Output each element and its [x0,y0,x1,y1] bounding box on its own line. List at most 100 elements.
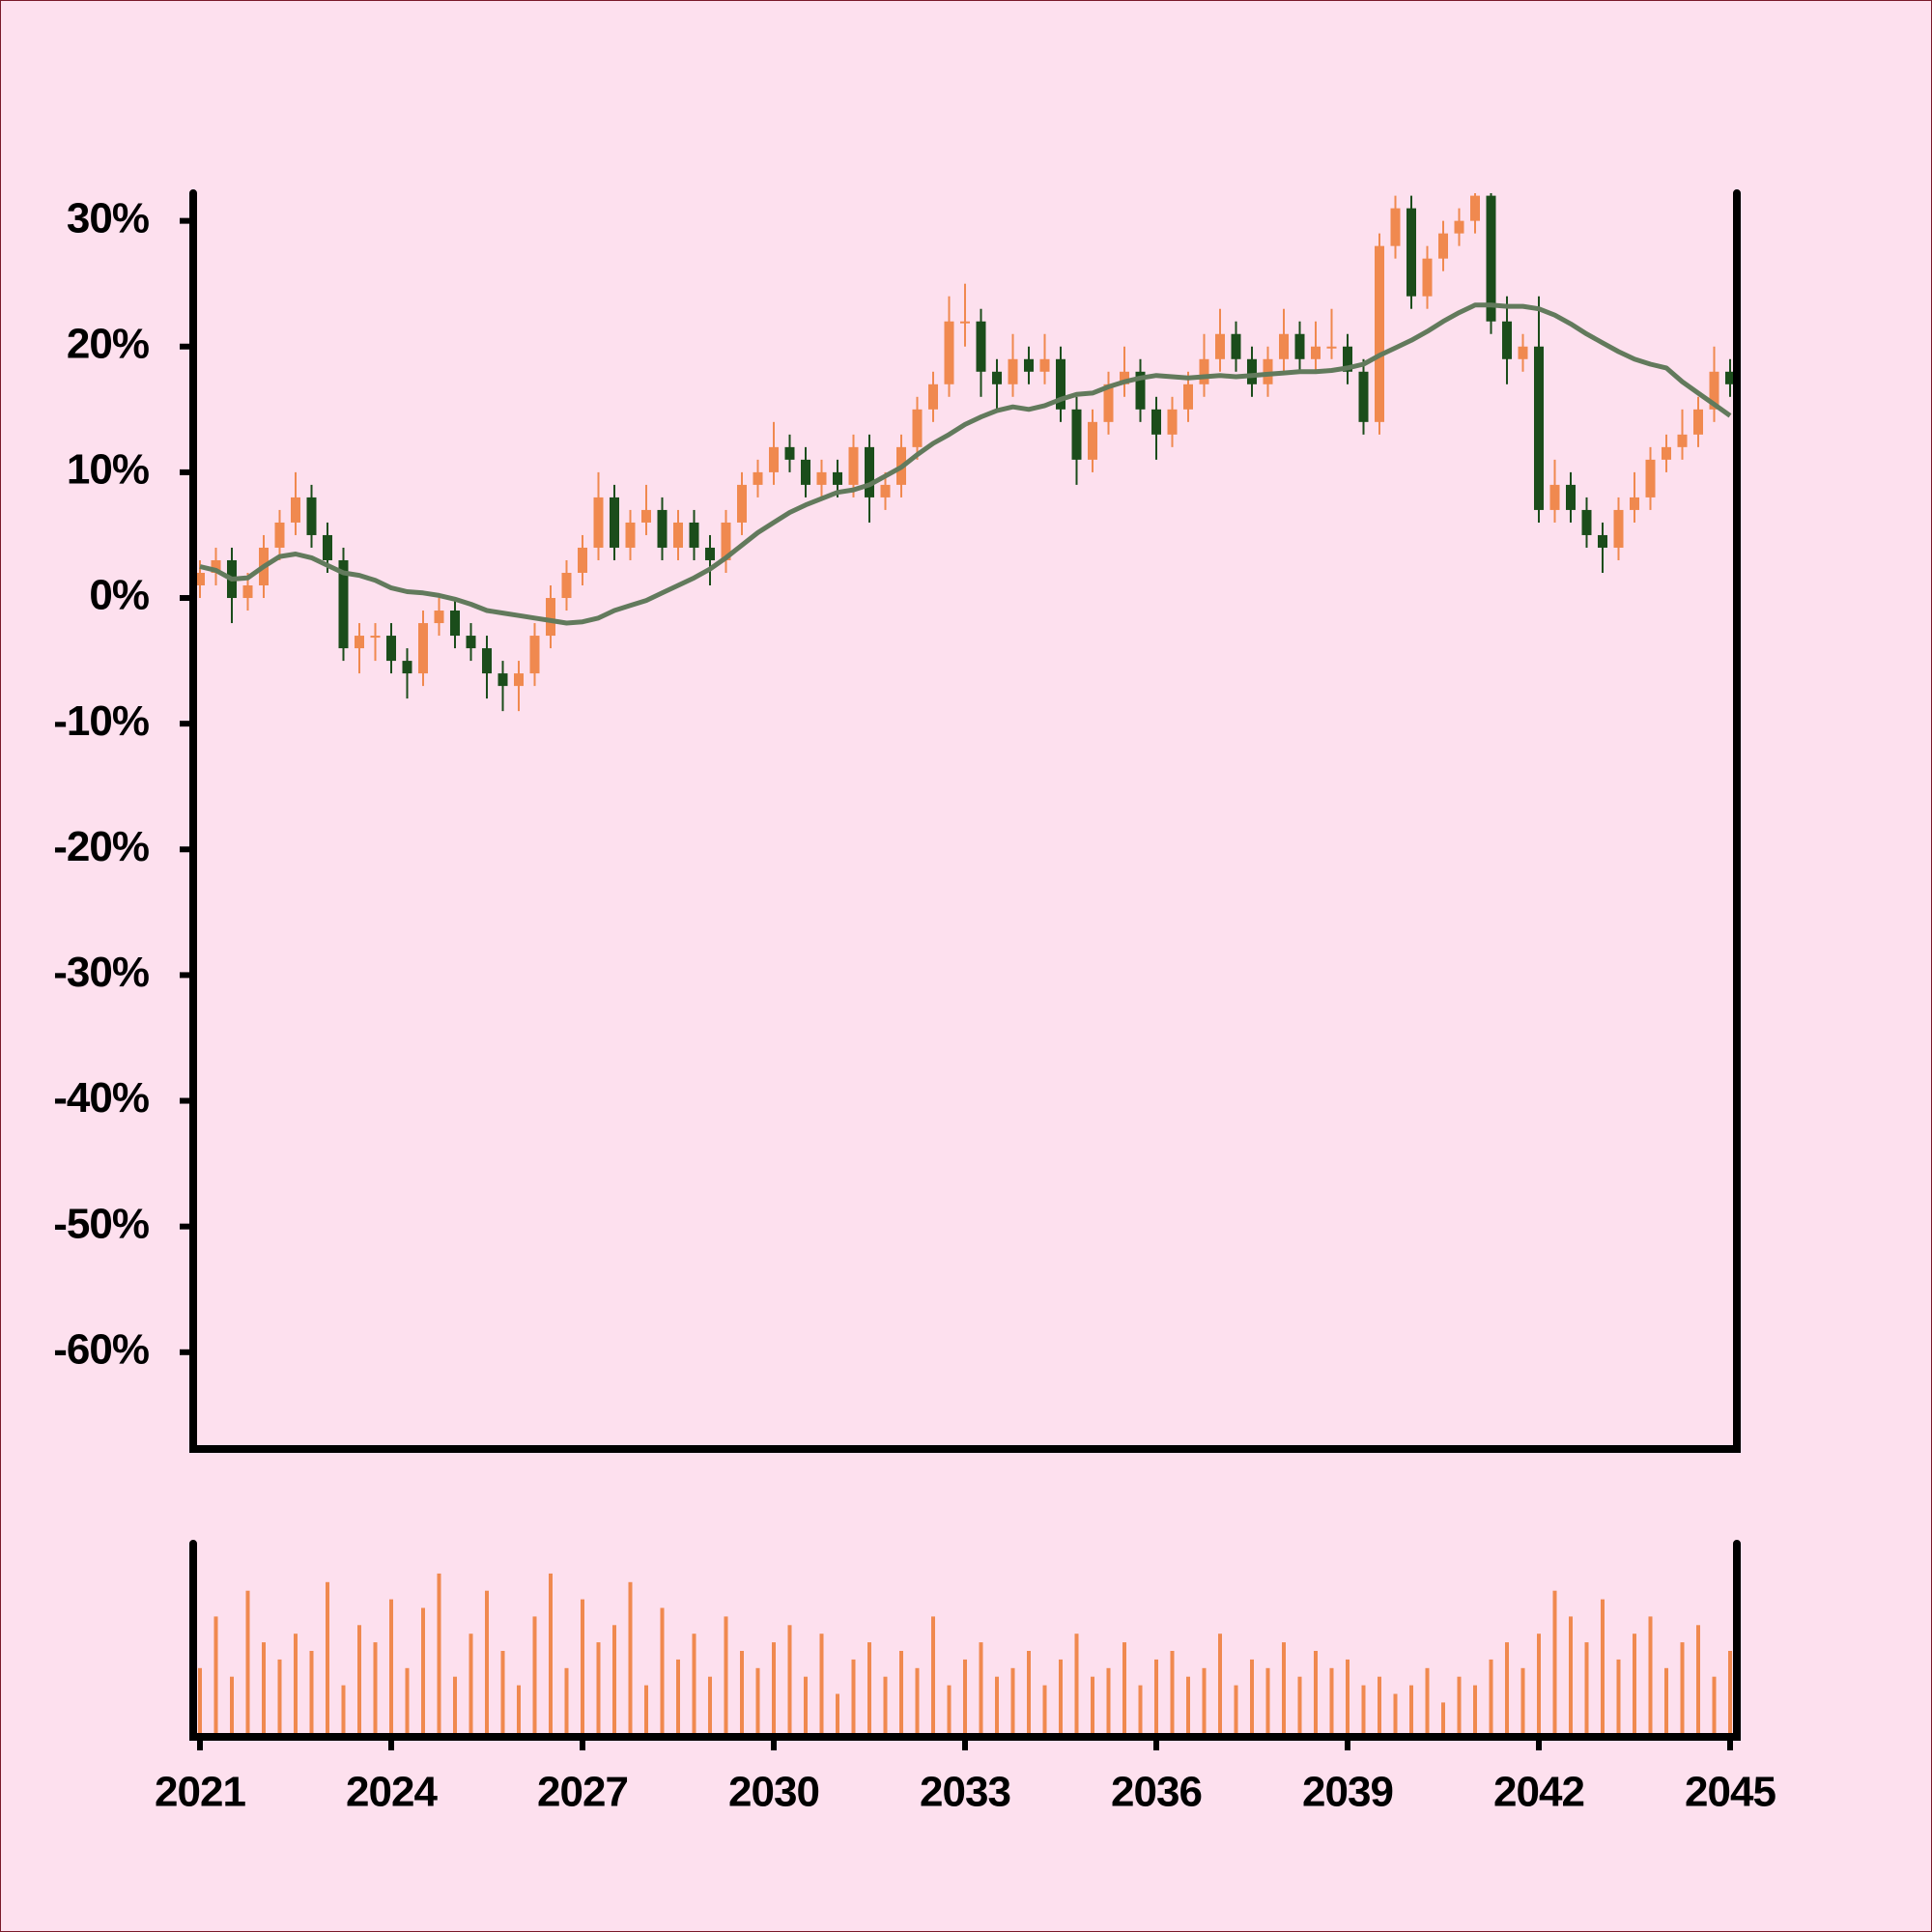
volume-bar [644,1685,648,1737]
candle-body [370,636,381,639]
volume-bar [1314,1651,1318,1737]
volume-bar [1282,1642,1286,1737]
candle-body [561,572,572,599]
volume-bar [755,1667,760,1737]
candle-body [1566,484,1576,510]
volume-bar [1378,1676,1381,1737]
candle-body [1502,321,1512,359]
candle-body [801,459,810,485]
volume-bar [804,1676,808,1737]
volume-bar [1122,1642,1126,1737]
candle-body [1630,497,1639,510]
candle-body [1103,384,1114,422]
volume-bar [1680,1642,1685,1737]
candle-body [753,471,763,485]
candle-body [673,522,683,548]
candle-body [1454,220,1464,234]
volume-bar [979,1642,983,1737]
volume-bar [1218,1634,1222,1737]
volume-bar [1393,1693,1398,1737]
candle-body [1613,509,1624,548]
candle-body [1215,333,1225,359]
candle-body [1071,409,1082,460]
candle-body [960,321,970,324]
volume-bar [453,1676,457,1737]
y-tick-label: 30% [67,194,149,242]
volume-bar [1664,1667,1668,1737]
candle-body [848,446,859,485]
candle-body [450,611,460,637]
volume-bar [485,1590,489,1737]
volume-bar [772,1642,776,1737]
candle-body [880,484,891,497]
volume-bar [1696,1625,1700,1737]
candle-body [1056,358,1065,410]
volume-bar [1520,1667,1525,1737]
candle-body [1406,208,1416,297]
candle-body [386,636,396,662]
volume-bar [676,1659,680,1737]
candle-body [1008,358,1018,384]
candle-body [1263,358,1273,384]
volume-bar [1265,1667,1270,1737]
candle-body [641,509,651,523]
volume-bar [1250,1659,1254,1737]
volume-bar [1106,1667,1111,1737]
candle-body [1709,371,1719,410]
volume-bar [532,1616,537,1737]
candle-body [816,471,827,485]
candle-body [578,547,587,573]
candle-body [529,636,540,674]
candle-body [466,636,476,649]
candle-body [1358,371,1369,422]
candle-body [1326,346,1337,349]
volume-bar [1457,1676,1462,1737]
candle-body [546,598,555,637]
volume-bar [1346,1659,1350,1737]
volume-bar [1027,1651,1031,1737]
volume-bar [357,1625,361,1737]
volume-bar [947,1685,952,1737]
y-tick-label: -40% [53,1074,149,1122]
candle-body [1470,195,1480,221]
candle-body [1294,333,1305,359]
candle-body [1390,208,1401,246]
volume-bar [787,1625,792,1737]
candle-body [1024,358,1034,372]
candle-body [355,636,364,649]
volume-bar [1441,1702,1445,1737]
volume-bar [1059,1659,1063,1737]
volume-bar [1409,1685,1413,1737]
volume-bar [277,1659,282,1737]
candle-body [514,673,524,687]
volume-bar [660,1607,665,1737]
volume-bar [1616,1659,1621,1737]
y-tick-label: -20% [53,823,149,870]
y-tick-label: 10% [67,446,149,494]
volume-bar [517,1685,521,1737]
candle-body [1343,346,1352,372]
volume-bar [819,1634,824,1737]
x-tick-label: 2033 [920,1769,1010,1816]
volume-bar [740,1651,744,1737]
axes: -60% -50% -40% -30% -20% -10% 0% 10% 20% 30% 2021 2… [53,189,1776,1816]
candle-body [1486,195,1496,322]
volume-bar [1584,1642,1589,1737]
candle-body [1725,371,1735,384]
x-tick-label: 2039 [1302,1769,1393,1816]
candle-body [323,534,332,560]
volume-bar [1138,1685,1143,1737]
candle-body [976,321,986,372]
candle-body [1645,459,1656,497]
candle-body [418,623,428,674]
candle-body [657,509,668,548]
volume-bar [245,1590,250,1737]
volume-bar [198,1667,202,1737]
y-tick-label: -10% [53,697,149,745]
volume-bar [213,1616,218,1737]
price-plot [195,193,1735,712]
volume-bar [1361,1685,1366,1737]
candle-body [1279,333,1289,359]
candle-body [625,522,636,548]
